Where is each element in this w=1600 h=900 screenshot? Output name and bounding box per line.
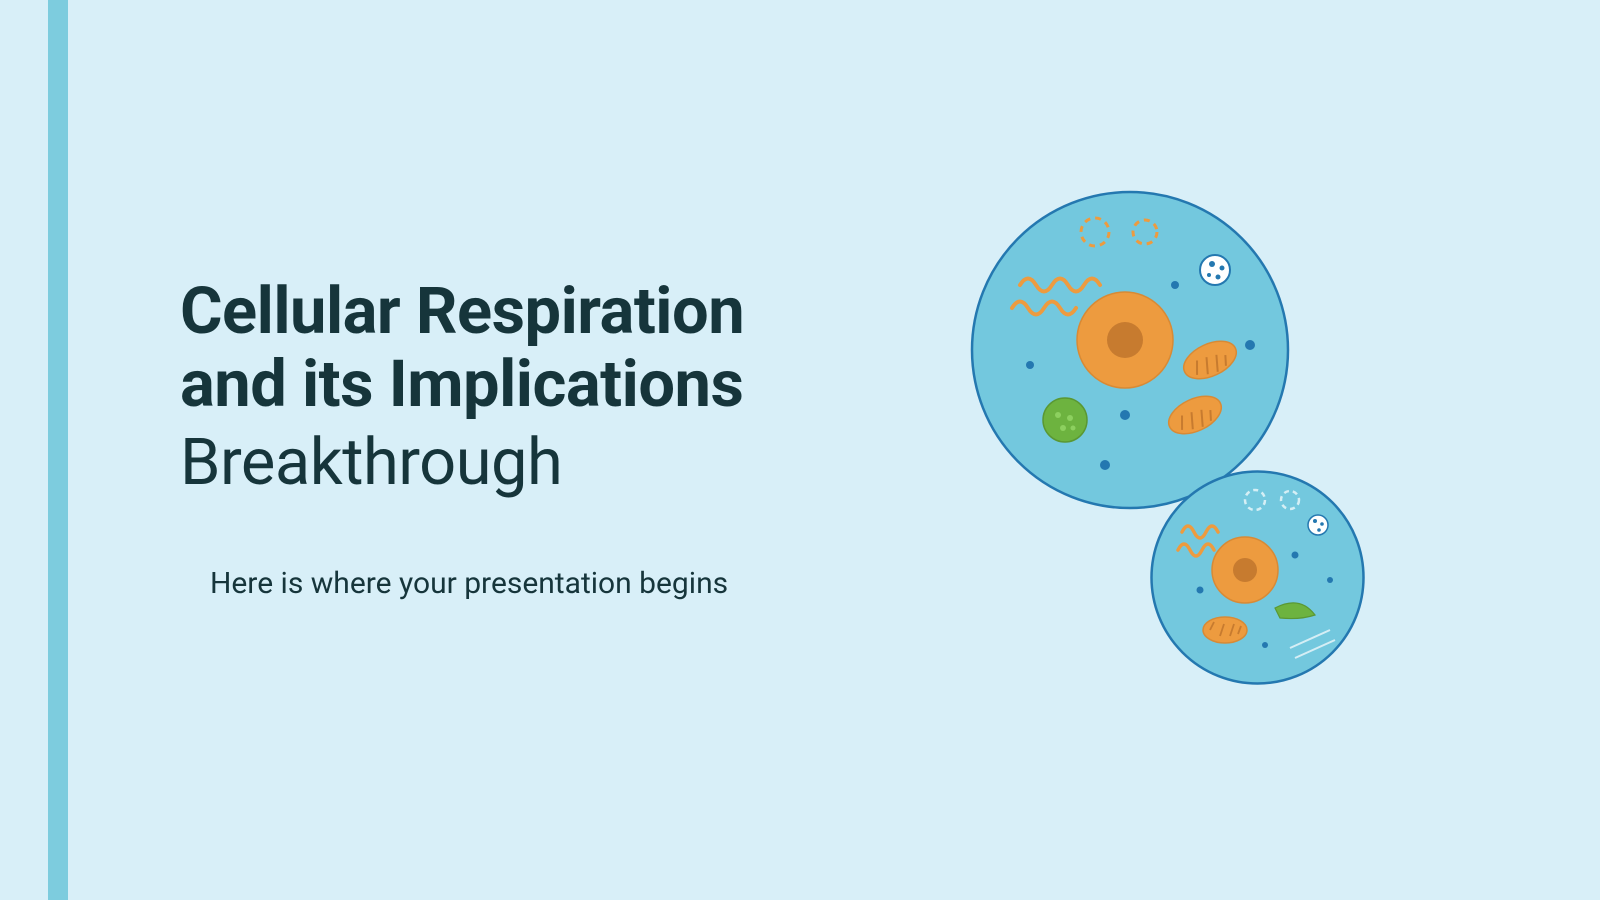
accent-bar: [48, 0, 68, 900]
cell-illustration-small: [1150, 470, 1365, 689]
subtitle: Here is where your presentation begins: [210, 566, 960, 601]
cell-illustration-large: [970, 190, 1290, 514]
title-line-1: Cellular Respiration: [180, 275, 960, 348]
text-content: Cellular Respiration and its Implication…: [180, 275, 960, 601]
title-line-2: and its Implications: [180, 348, 960, 421]
title-line-3: Breakthrough: [180, 426, 960, 499]
